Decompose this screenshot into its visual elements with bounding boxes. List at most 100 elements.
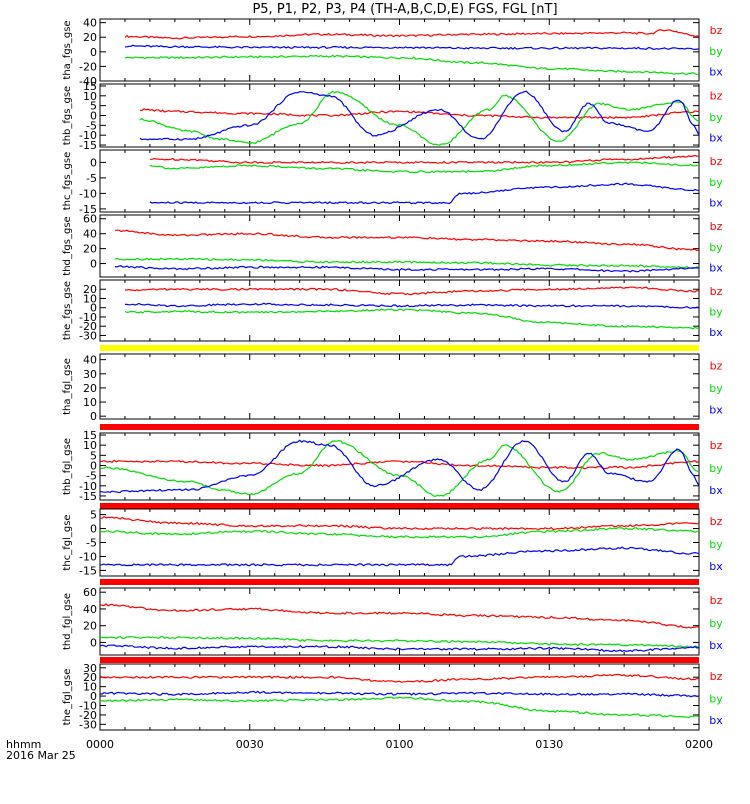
y-tick-label: 40	[83, 17, 97, 30]
y-tick-label: -15	[79, 490, 97, 503]
y-tick-label: 30	[83, 662, 97, 675]
series-line-bx	[139, 90, 700, 141]
legend-bz: bz	[710, 24, 723, 37]
quality-flag-bar	[100, 345, 699, 351]
y-axis-label: thc_fgl_gse	[62, 514, 73, 570]
y-tick-label: 0	[90, 410, 97, 423]
legend-bx: bx	[709, 326, 723, 339]
y-tick-label: -5	[86, 470, 97, 483]
legend-by: by	[709, 306, 723, 319]
y-tick-label: 20	[83, 382, 97, 395]
date-label: 2016 Mar 25	[6, 749, 76, 762]
panel-thd_fgl_gse: 60 40 20 0 thd_fgl_gse bz by bx	[62, 586, 723, 656]
y-tick-label: 5	[90, 100, 97, 113]
series-line-by	[149, 161, 700, 174]
legend-by: by	[709, 617, 723, 630]
chart-title: P5, P1, P2, P3, P4 (TH-A,B,C,D,E) FGS, F…	[252, 2, 557, 17]
y-tick-label: 0	[90, 636, 97, 649]
legend-bx: bx	[709, 403, 723, 416]
legend-bz: bz	[710, 515, 723, 528]
y-tick-label: 10	[83, 292, 97, 305]
quality-flag-bar	[100, 579, 699, 585]
y-tick-label: -15	[79, 203, 97, 216]
legend-bz: bz	[710, 360, 723, 373]
series-line-bz	[124, 286, 700, 296]
legend-by: by	[709, 382, 723, 395]
legend-bx: bx	[709, 639, 723, 652]
y-axis-label: tha_fgl_gse	[62, 358, 73, 415]
series-line-by	[99, 439, 700, 498]
series-line-bx	[99, 439, 700, 494]
panel-frame	[99, 508, 700, 577]
legend-bx: bx	[709, 484, 723, 497]
y-tick-label: -5	[86, 119, 97, 132]
x-tick-label: 0030	[236, 738, 264, 751]
y-tick-label: -20	[79, 320, 97, 333]
y-tick-label: 40	[83, 603, 97, 616]
series-line-bz	[149, 154, 700, 164]
y-tick-label: -15	[79, 564, 97, 577]
series-line-bx	[149, 182, 700, 205]
legend-bx: bx	[709, 560, 723, 573]
series-line-bx	[124, 44, 700, 51]
y-tick-label: -30	[79, 329, 97, 342]
x-tick-label: 0130	[535, 738, 563, 751]
series-line-by	[124, 308, 699, 330]
series-line-bz	[139, 108, 700, 120]
panel-frame	[99, 214, 700, 278]
panel-frame	[99, 587, 700, 656]
legend-by: by	[709, 176, 723, 189]
y-tick-label: 60	[83, 586, 97, 599]
y-axis-label: the_fgl_gse	[62, 669, 73, 726]
series-line-by	[99, 526, 699, 539]
panel-thd_fgs_gse: 60 40 20 0 thd_fgs_gse bz by bx	[62, 213, 723, 278]
y-tick-label: 40	[83, 354, 97, 367]
series-line-bx	[99, 546, 700, 567]
y-tick-label: 0	[90, 523, 97, 536]
y-tick-label: -10	[79, 311, 97, 324]
quality-flag-bar	[100, 657, 699, 663]
y-tick-label: 20	[83, 31, 97, 44]
series-line-bz	[99, 515, 700, 531]
time-axis-label: hhmm	[6, 738, 41, 751]
y-tick-label: 0	[90, 690, 97, 703]
y-tick-label: 0	[90, 459, 97, 472]
y-tick-label: -15	[79, 139, 97, 152]
y-axis-label: thd_fgs_gse	[62, 216, 73, 275]
y-tick-label: 10	[83, 681, 97, 694]
y-tick-label: 0	[90, 258, 97, 271]
y-tick-label: 20	[83, 243, 97, 256]
y-tick-label: -40	[79, 75, 97, 88]
series-line-by	[99, 635, 699, 649]
legend-bz: bz	[710, 594, 723, 607]
legend-bz: bz	[710, 439, 723, 452]
y-axis-label: tha_fgs_gse	[62, 20, 73, 79]
y-tick-label: 60	[83, 213, 97, 226]
series-line-bz	[100, 459, 700, 470]
legend-bz: bz	[710, 220, 723, 233]
legend-by: by	[709, 692, 723, 705]
y-tick-label: -10	[79, 129, 97, 142]
y-axis-label: thc_fgs_gse	[62, 152, 73, 211]
y-tick-label: 0	[90, 110, 97, 123]
y-axis-label: thb_fgs_gse	[62, 86, 73, 145]
y-tick-label: 10	[83, 90, 97, 103]
panel-thc_fgl_gse: 50-5-10-15 thc_fgl_gse bz by bx	[62, 508, 723, 577]
y-tick-label: 0	[90, 302, 97, 315]
y-axis-label: thb_fgl_gse	[62, 438, 73, 495]
series-line-bx	[125, 302, 700, 310]
panel-frame	[99, 353, 700, 420]
y-axis-label: the_fgs_gse	[62, 281, 73, 340]
y-tick-label: 5	[90, 449, 97, 462]
y-tick-label: 10	[83, 396, 97, 409]
legend-bz: bz	[710, 285, 723, 298]
y-tick-label: 20	[83, 620, 97, 633]
y-tick-label: -10	[79, 550, 97, 563]
series-line-bz	[124, 29, 700, 40]
y-tick-label: -10	[79, 187, 97, 200]
